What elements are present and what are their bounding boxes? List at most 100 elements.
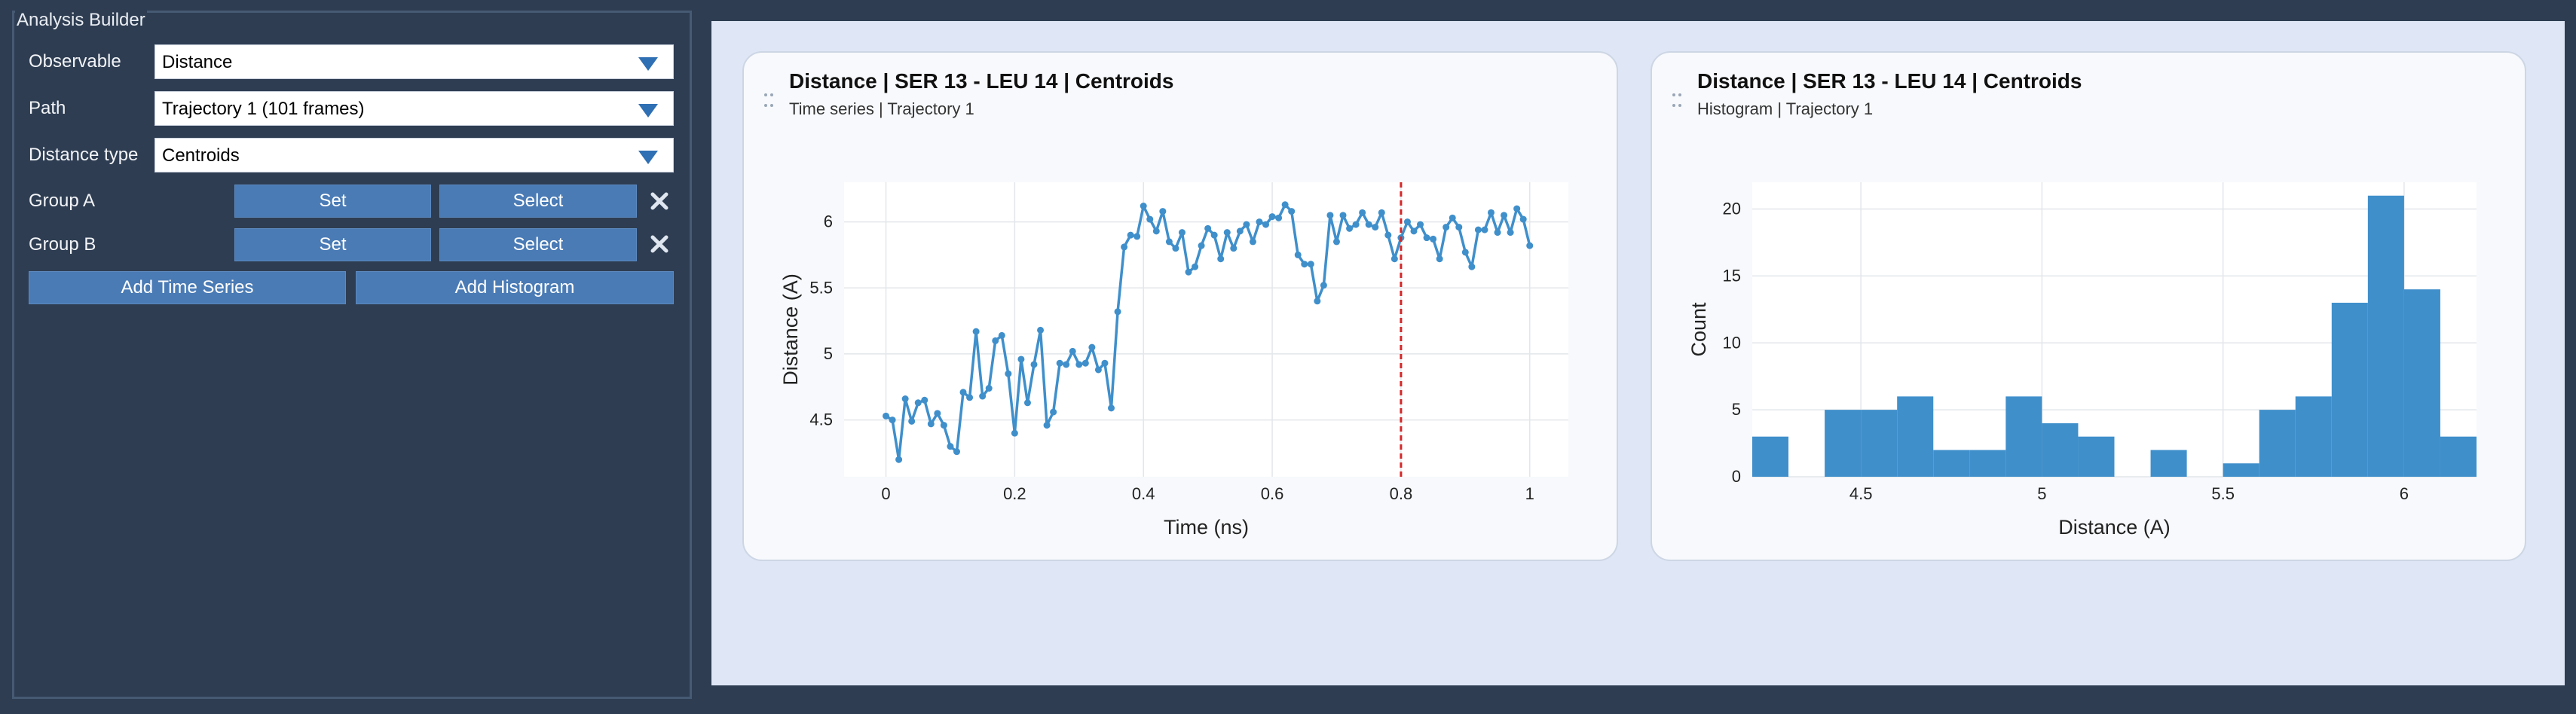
x-tick-label: 5.5 — [2211, 484, 2235, 503]
data-point — [972, 328, 980, 335]
data-point — [1159, 208, 1167, 215]
observable-select[interactable]: Distance — [154, 44, 674, 79]
histogram-card[interactable]: Distance | SER 13 - LEU 14 | Centroids H… — [1651, 51, 2526, 561]
data-point — [1307, 261, 1314, 268]
data-point — [1268, 213, 1276, 221]
histogram-card-title: Distance | SER 13 - LEU 14 | Centroids — [1697, 69, 2082, 93]
data-point — [1339, 212, 1347, 219]
data-point — [1436, 255, 1443, 263]
y-tick-label: 10 — [1723, 333, 1741, 352]
data-point — [1146, 215, 1154, 223]
data-point — [1121, 243, 1128, 251]
data-point — [1513, 205, 1521, 212]
data-point — [1294, 251, 1302, 258]
data-point — [1017, 355, 1025, 363]
data-point — [1449, 214, 1456, 221]
y-axis-title: Count — [1687, 302, 1710, 357]
y-tick-label: 5 — [1732, 400, 1741, 419]
data-point — [1005, 370, 1012, 377]
data-point — [1423, 234, 1430, 242]
histogram-bar — [1969, 450, 2006, 477]
data-point — [1461, 249, 1469, 256]
data-point — [901, 395, 909, 403]
data-point — [1152, 227, 1160, 235]
data-point — [1185, 268, 1192, 276]
data-point — [1526, 242, 1534, 249]
data-point — [1352, 221, 1360, 228]
data-point — [1326, 212, 1334, 219]
data-point — [927, 420, 935, 428]
data-point — [992, 337, 999, 344]
data-point — [1320, 282, 1327, 289]
data-point — [1519, 215, 1527, 223]
path-select[interactable]: Trajectory 1 (101 frames) — [154, 91, 674, 126]
data-point — [1365, 221, 1372, 228]
group-a-set-button[interactable]: Set — [234, 185, 431, 218]
data-point — [895, 456, 903, 463]
x-tick-label: 0.8 — [1390, 484, 1413, 503]
data-point — [1063, 361, 1070, 368]
histogram-bar — [2331, 302, 2368, 477]
data-point — [1301, 261, 1308, 268]
data-point — [1359, 209, 1366, 216]
group-b-select-button[interactable]: Select — [439, 228, 637, 261]
data-point — [1275, 214, 1283, 221]
data-point — [1165, 238, 1173, 246]
data-point — [1384, 231, 1392, 239]
clear-group-a-icon[interactable] — [650, 191, 669, 211]
histogram-chart[interactable]: 4.5 5 5.5 6 0 5 10 15 20 Distance (A) Count — [1652, 53, 2525, 560]
x-tick-label: 6 — [2400, 484, 2409, 503]
data-point — [1134, 233, 1141, 240]
histogram-bar — [2259, 410, 2296, 477]
path-value: Trajectory 1 (101 frames) — [162, 99, 365, 119]
histogram-bar — [1752, 436, 1789, 477]
time-series-card-subtitle: Time series | Trajectory 1 — [789, 99, 974, 118]
data-point — [1094, 366, 1102, 374]
y-tick-label: 15 — [1723, 266, 1741, 285]
group-a-select-button[interactable]: Select — [439, 185, 637, 218]
data-point — [1314, 298, 1321, 305]
histogram-bar — [2295, 396, 2332, 477]
histogram-bar — [2005, 396, 2042, 477]
data-point — [1023, 399, 1031, 407]
data-point — [1390, 255, 1398, 263]
data-point — [1075, 361, 1083, 368]
data-point — [1178, 229, 1186, 236]
data-point — [1378, 209, 1385, 216]
clear-group-b-icon[interactable] — [650, 234, 669, 254]
drag-handle-icon[interactable] — [1672, 92, 1682, 108]
data-point — [979, 392, 987, 400]
x-tick-label: 0.6 — [1261, 484, 1284, 503]
x-tick-label: 0.4 — [1132, 484, 1155, 503]
analysis-builder-panel — [12, 11, 692, 699]
group-a-label: Group A — [29, 191, 96, 211]
data-point — [966, 394, 974, 401]
data-point — [1217, 255, 1225, 263]
data-point — [1507, 229, 1514, 236]
add-histogram-button[interactable]: Add Histogram — [356, 271, 674, 304]
drag-handle-icon[interactable] — [763, 92, 774, 108]
data-point — [1455, 224, 1463, 231]
group-b-set-button[interactable]: Set — [234, 228, 431, 261]
y-tick-label: 4.5 — [809, 410, 833, 429]
data-point — [1223, 229, 1231, 236]
y-tick-label: 6 — [824, 212, 833, 231]
chevron-down-icon — [638, 57, 658, 71]
group-b-label: Group B — [29, 234, 96, 255]
data-point — [914, 399, 922, 407]
time-series-card[interactable]: Distance | SER 13 - LEU 14 | Centroids T… — [742, 51, 1618, 561]
data-point — [1256, 218, 1263, 226]
add-time-series-button[interactable]: Add Time Series — [29, 271, 346, 304]
data-point — [1481, 226, 1488, 233]
distance-type-select[interactable]: Centroids — [154, 138, 674, 172]
data-point — [883, 412, 890, 420]
data-point — [921, 396, 929, 404]
histogram-card-subtitle: Histogram | Trajectory 1 — [1697, 99, 1874, 118]
x-axis-title: Distance (A) — [2058, 516, 2171, 539]
data-point — [1198, 242, 1205, 249]
data-point — [1030, 361, 1038, 368]
data-point — [1088, 343, 1096, 351]
distance-type-value: Centroids — [162, 145, 240, 166]
data-point — [889, 416, 896, 424]
